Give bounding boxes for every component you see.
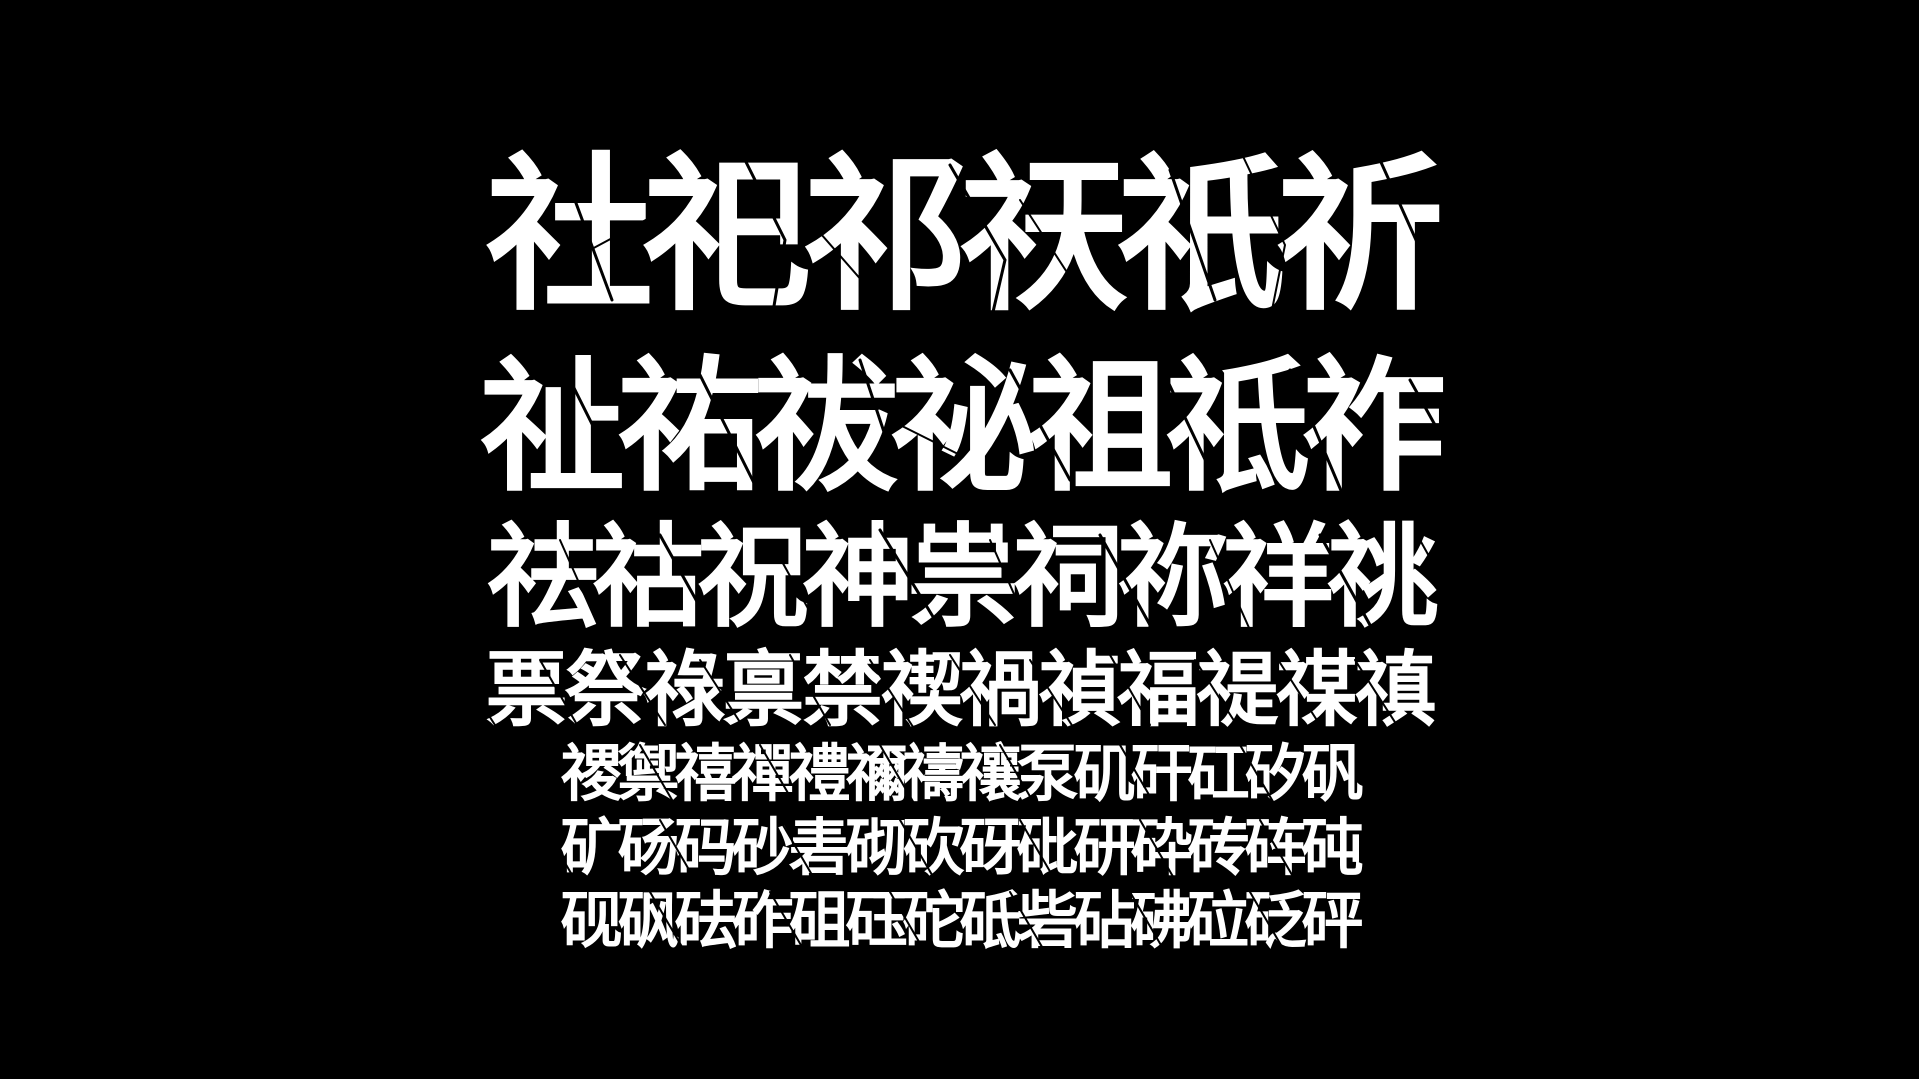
glyph: 砗 — [1244, 811, 1307, 884]
glyph: 砑 — [959, 811, 1022, 884]
glyph: 祿 — [643, 643, 726, 738]
glyph: 祜 — [592, 513, 704, 643]
glyph: 祢 — [1117, 513, 1229, 643]
glyph: 祠 — [1012, 513, 1124, 643]
glyph: 神 — [802, 513, 914, 643]
glyph-row-2: 祉 祐 祓 祕 祖 祗 祚 — [0, 345, 1919, 510]
glyph: 禁 — [801, 643, 884, 738]
glyph: 砬 — [1187, 884, 1250, 957]
glyph: 祆 — [959, 137, 1128, 334]
glyph-row-6: 矿 砀 码 砂 砉 砌 砍 砑 砒 研 砕 砖 砗 砘 — [0, 812, 1919, 884]
glyph: 矼 — [1187, 737, 1250, 810]
glyph: 砀 — [617, 811, 680, 884]
glyph: 砰 — [1301, 884, 1364, 957]
glyph: 社 — [485, 137, 654, 334]
glyph: 砩 — [1130, 884, 1193, 957]
glyph: 祧 — [1327, 513, 1439, 643]
glyph: 祀 — [643, 137, 812, 334]
glyph: 禊 — [880, 643, 963, 738]
glyph: 砥 — [959, 884, 1022, 957]
glyph: 砡 — [845, 884, 908, 957]
glyph: 祐 — [617, 343, 762, 512]
glyph: 祓 — [754, 343, 899, 512]
glyph: 禦 — [617, 737, 680, 810]
glyph: 福 — [1117, 643, 1200, 738]
glyph-row-5: 禝 禦 禧 禪 禮 禰 禱 禳 泵 矶 矸 矼 矽 矾 — [0, 738, 1919, 810]
glyph: 票 — [485, 643, 568, 738]
glyph: 砕 — [1130, 811, 1193, 884]
glyph: 禎 — [1038, 643, 1121, 738]
glyph: 砖 — [1187, 811, 1250, 884]
glyph: 禰 — [845, 737, 908, 810]
glyph: 祖 — [1028, 343, 1173, 512]
glyph: 禔 — [1196, 643, 1279, 738]
glyph-row-1: 社 祀 祁 祆 祇 祈 — [0, 138, 1919, 333]
glyph: 砝 — [674, 884, 737, 957]
glyph: 祁 — [801, 137, 970, 334]
glyph: 砧 — [1073, 884, 1136, 957]
glyph: 祥 — [1222, 513, 1334, 643]
glyph: 砘 — [1301, 811, 1364, 884]
glyph: 砍 — [902, 811, 965, 884]
glyph-row-4: 票 祭 祿 禀 禁 禊 禍 禎 福 禔 禖 禛 — [0, 645, 1919, 737]
glyph: 矿 — [560, 811, 623, 884]
glyph: 矽 — [1244, 737, 1307, 810]
glyph: 砂 — [731, 811, 794, 884]
glyph: 矸 — [1130, 737, 1193, 810]
glyph: 砒 — [1016, 811, 1079, 884]
glyph: 禱 — [902, 737, 965, 810]
glyph: 砠 — [788, 884, 851, 957]
glyph: 矶 — [1073, 737, 1136, 810]
glyph: 禳 — [959, 737, 1022, 810]
glyph: 祕 — [891, 343, 1036, 512]
glyph: 祗 — [1165, 343, 1310, 512]
glyph: 砟 — [731, 884, 794, 957]
glyph: 禮 — [788, 737, 851, 810]
glyph: 砭 — [1244, 884, 1307, 957]
glyph: 祇 — [1117, 137, 1286, 334]
glyph: 祟 — [907, 513, 1019, 643]
glyph: 码 — [674, 811, 737, 884]
glyph: 祭 — [564, 643, 647, 738]
glyph-row-7: 砚 砜 砝 砟 砠 砡 砣 砥 砦 砧 砩 砬 砭 砰 — [0, 885, 1919, 957]
glyph: 砚 — [560, 884, 623, 957]
glyph: 禧 — [674, 737, 737, 810]
glyph: 祈 — [1275, 137, 1444, 334]
glyph: 祛 — [487, 513, 599, 643]
glyph-row-3: 祛 祜 祝 神 祟 祠 祢 祥 祧 — [0, 518, 1919, 638]
glyph: 禪 — [731, 737, 794, 810]
glyph: 研 — [1073, 811, 1136, 884]
glyph: 禀 — [722, 643, 805, 738]
glyph: 砜 — [617, 884, 680, 957]
glyph: 祉 — [480, 343, 625, 512]
glyph: 砦 — [1016, 884, 1079, 957]
glyph: 砌 — [845, 811, 908, 884]
glyph: 禍 — [959, 643, 1042, 738]
glyph: 祚 — [1302, 343, 1447, 512]
glyph: 祝 — [697, 513, 809, 643]
glyph: 矾 — [1301, 737, 1364, 810]
glyph: 禖 — [1275, 643, 1358, 738]
glyph: 禝 — [560, 737, 623, 810]
glyph: 禛 — [1354, 643, 1437, 738]
glyph: 砣 — [902, 884, 965, 957]
glyph: 泵 — [1016, 737, 1079, 810]
glyph: 砉 — [788, 811, 851, 884]
